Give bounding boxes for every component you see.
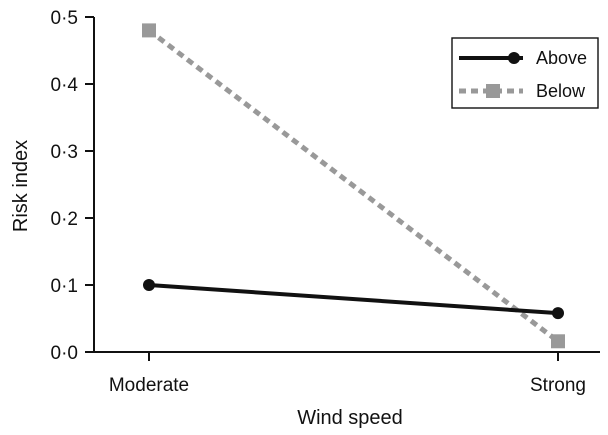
y-tick-label: 0·1 [51,276,78,297]
legend-marker-above [508,52,520,64]
y-tick-label: 0·3 [51,142,78,163]
y-tick-label: 0·4 [51,75,79,96]
data-point-below [551,334,565,349]
data-point-below [142,23,156,38]
y-tick-label: 0·2 [51,209,78,230]
x-axis-label: Wind speed [297,407,403,429]
legend-marker-below [486,84,500,98]
legend: Above Below [451,37,599,109]
x-tick-label: Strong [530,375,586,396]
y-tick-label: 0·0 [51,343,78,364]
axes [93,17,600,353]
x-ticks: Moderate Strong [109,352,586,396]
series [142,23,565,349]
data-point-above [143,279,155,291]
series-line-below [147,28,560,344]
legend-item-above: Above [459,48,587,68]
y-axis-label: Risk index [10,140,32,232]
y-tick-label: 0·5 [51,8,78,29]
legend-label-above: Above [536,48,587,68]
data-point-above [552,307,564,320]
x-tick-label: Moderate [109,375,189,396]
y-ticks: 0·0 0·1 0·2 0·3 0·4 0·5 [51,8,94,364]
series-line-above [148,283,559,316]
legend-item-below: Below [459,81,586,101]
legend-box [451,37,599,109]
legend-label-below: Below [536,81,586,101]
